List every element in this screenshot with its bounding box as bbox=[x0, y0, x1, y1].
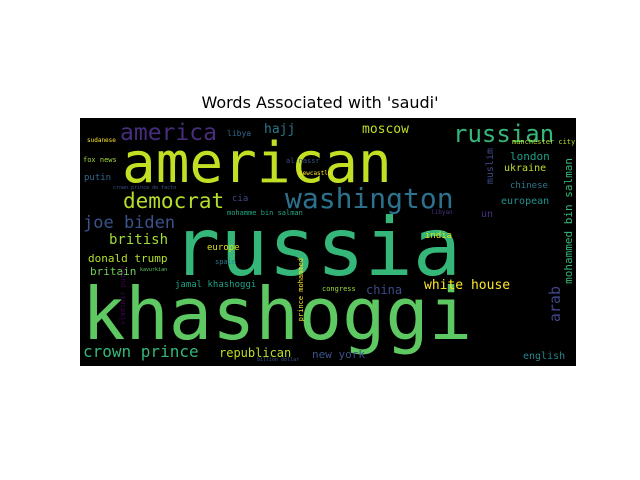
word-cia: cia bbox=[232, 194, 249, 204]
word-vladimir-putin: vladimir putin bbox=[119, 266, 127, 326]
word-manchester-city: manchester city bbox=[512, 138, 576, 146]
word-spain: spain bbox=[215, 258, 237, 266]
word-india: india bbox=[425, 231, 453, 241]
word-mohamme-bin-salman: mohamme bin salman bbox=[227, 209, 303, 217]
word-washington: washington bbox=[285, 182, 454, 215]
word-white-house: white house bbox=[424, 278, 511, 293]
word-republican: republican bbox=[219, 346, 292, 360]
word-british: british bbox=[109, 232, 169, 248]
word-joe-biden: joe biden bbox=[83, 213, 176, 233]
word-european: european bbox=[501, 196, 550, 207]
word-billion-dollar: billion dollar bbox=[257, 357, 300, 363]
word-kavurkian: kavurkian bbox=[140, 267, 168, 273]
word-al-nassr: al nassr bbox=[286, 157, 320, 165]
word-jamal-khashoggi: jamal khashoggi bbox=[175, 280, 257, 290]
word-america: america bbox=[120, 120, 217, 146]
word-democrat: democrat bbox=[123, 189, 225, 213]
word-muslim: muslim bbox=[485, 148, 496, 185]
word-russia: russia bbox=[172, 201, 461, 294]
chart-title: Words Associated with 'saudi' bbox=[201, 93, 439, 112]
word-arab: arab bbox=[546, 286, 564, 323]
word-american: american bbox=[122, 131, 392, 196]
word-mohammed-bin-salman: mohammed bin salman bbox=[562, 158, 575, 284]
word-europe: europe bbox=[207, 243, 240, 253]
word-crown-prince: crown prince bbox=[83, 342, 199, 361]
word-britain: britain bbox=[90, 265, 137, 278]
word-newcastle: newcastle bbox=[299, 170, 332, 177]
word-prince-mohammed: prince mohammed bbox=[297, 258, 305, 322]
word-hajj: hajj bbox=[264, 122, 296, 137]
word-crown-prince-de-facto: crown prince de facto bbox=[113, 185, 177, 191]
word-cloud: russia khashoggi american washington rus… bbox=[80, 118, 576, 366]
word-donald-trump: donald trump bbox=[88, 252, 168, 265]
word-ukraine: ukraine bbox=[504, 163, 547, 174]
word-china: china bbox=[366, 283, 403, 297]
word-khashoggi: khashoggi bbox=[82, 272, 473, 356]
word-libya: libya bbox=[227, 129, 252, 138]
word-putin: putin bbox=[84, 173, 112, 183]
word-sudanese: sudanese bbox=[87, 137, 116, 144]
word-fox-news: fox news bbox=[83, 156, 117, 164]
word-new-york: new york bbox=[312, 348, 365, 361]
word-moscow: moscow bbox=[362, 122, 409, 137]
word-english: english bbox=[523, 351, 566, 362]
word-london: london bbox=[510, 150, 550, 163]
word-russian: russian bbox=[453, 120, 555, 148]
word-libyan: libyan bbox=[431, 209, 453, 216]
word-un: un bbox=[481, 209, 494, 220]
word-congress: congress bbox=[322, 285, 356, 293]
word-chinese: chinese bbox=[510, 181, 548, 191]
